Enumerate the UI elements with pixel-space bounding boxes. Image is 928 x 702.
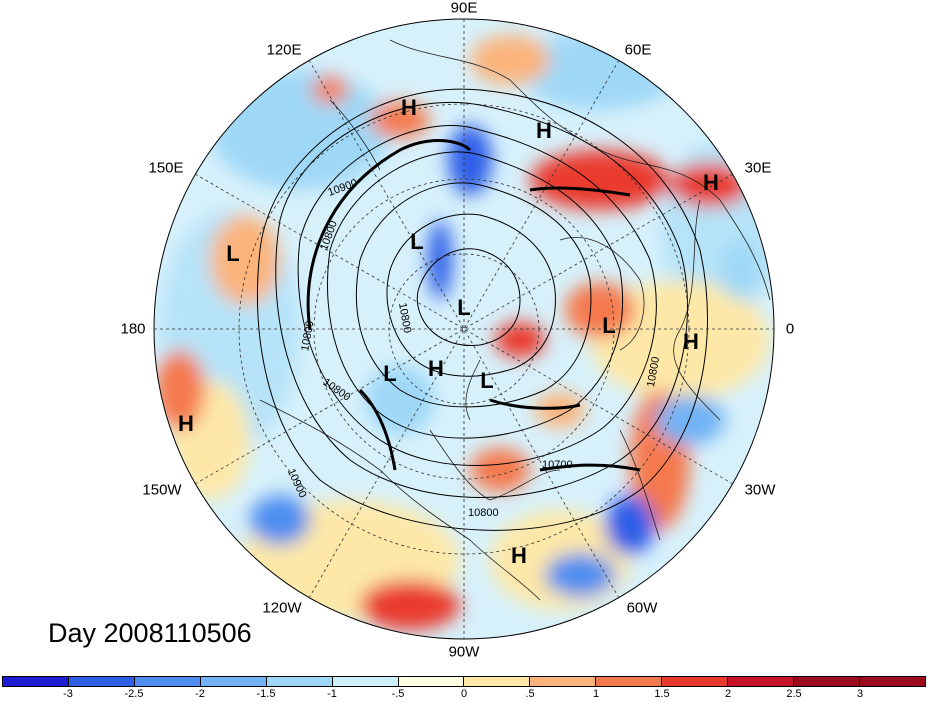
pressure-center-low: L	[480, 368, 494, 393]
colorbar-cell	[332, 677, 399, 686]
colorbar-cell	[3, 677, 69, 686]
colorbar-tick-label: 0	[460, 688, 468, 700]
colorbar-tick-label: 3	[856, 688, 864, 700]
lon-label-90e: 90E	[450, 0, 478, 17]
colorbar-tick-label: -1	[327, 688, 337, 700]
lon-label-60e: 60E	[624, 41, 652, 59]
lon-label-90w: 90W	[448, 643, 480, 661]
pressure-center-low: L	[410, 229, 424, 254]
pressure-center-high: H	[178, 411, 194, 436]
lon-label-150e: 150E	[148, 159, 184, 177]
colorbar-cell	[68, 677, 135, 686]
pressure-center-high: H	[536, 118, 552, 143]
pressure-center-low: L	[602, 313, 616, 338]
lon-label-150w: 150W	[142, 481, 182, 499]
lon-label-120e: 120E	[266, 41, 302, 59]
lon-label-0: 0	[785, 320, 795, 338]
colorbar-tick-label: -3	[63, 688, 73, 700]
lon-label-120w: 120W	[262, 599, 302, 617]
colorbar-tick-label: 1	[592, 688, 600, 700]
colorbar-cell	[596, 677, 663, 686]
pressure-center-low: L	[383, 361, 397, 386]
day-label: Day 2008110506	[48, 618, 252, 648]
contour-label: 10800	[396, 302, 413, 334]
pressure-center-low: L	[226, 241, 240, 266]
pressure-center-high: H	[683, 329, 699, 354]
contour-label: 10700	[542, 459, 573, 471]
pressure-center-high: H	[401, 95, 417, 120]
colorbar-cell	[134, 677, 201, 686]
colorbar-ticks: -3 -2.5 -2 -1.5 -1 -.5 0 .5 1 1.5 2 2.5 3	[2, 688, 926, 702]
contour-label: 10800	[468, 507, 499, 519]
colorbar-cell	[662, 677, 729, 686]
colorbar-tick-label: -2	[195, 688, 205, 700]
lon-label-30w: 30W	[744, 481, 776, 499]
colorbar-tick-label: -1.5	[256, 688, 276, 700]
lon-label-180: 180	[120, 320, 146, 338]
lon-label-60w: 60W	[626, 599, 658, 617]
colorbar-cell	[398, 677, 465, 686]
colorbar-cell	[530, 677, 597, 686]
pressure-center-high: H	[703, 170, 719, 195]
colorbar-tick-label: 2.5	[786, 688, 802, 700]
colorbar-tick-label: .5	[525, 688, 535, 700]
colorbar-tick-label: 1.5	[654, 688, 670, 700]
contour-label: 10800	[645, 356, 662, 388]
pressure-center-high: H	[511, 543, 527, 568]
jet-contours	[306, 139, 641, 472]
colorbar	[2, 676, 926, 687]
colorbar-tick-label: -2.5	[124, 688, 144, 700]
graticule	[153, 18, 775, 640]
colorbar-cell	[200, 677, 267, 686]
pressure-center-high: H	[428, 356, 444, 381]
contour-label: 10800	[299, 320, 316, 352]
colorbar-cell	[266, 677, 333, 686]
colorbar-tick-label: -.5	[391, 688, 405, 700]
colorbar-cell	[464, 677, 531, 686]
colorbar-cell	[794, 677, 860, 686]
colorbar-cell	[859, 677, 925, 686]
colorbar-tick-label: 2	[724, 688, 732, 700]
colorbar-cell	[728, 677, 795, 686]
lon-label-30e: 30E	[744, 159, 772, 177]
pressure-center-low: L	[457, 295, 471, 320]
